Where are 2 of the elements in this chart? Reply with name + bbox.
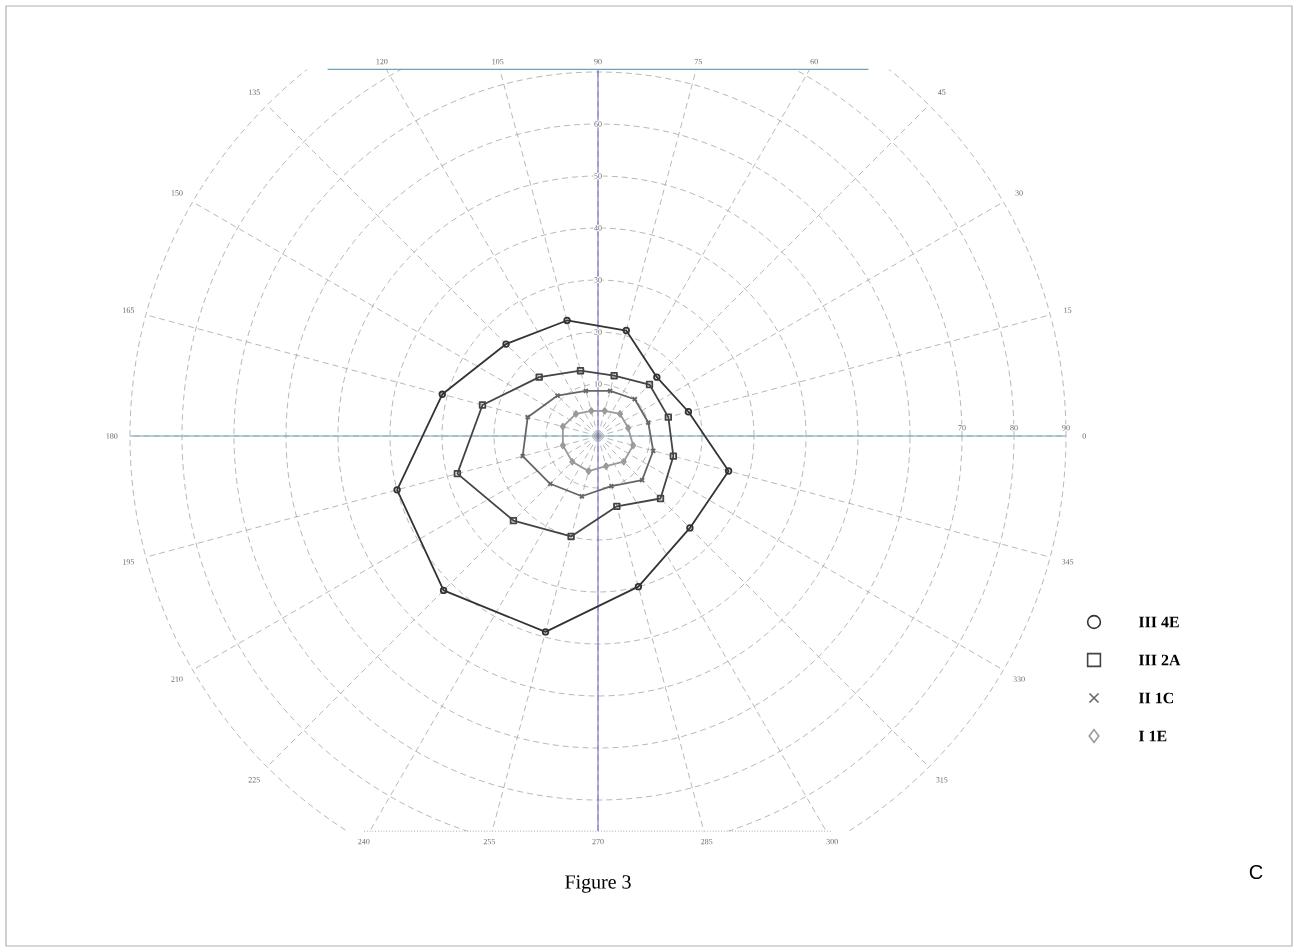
text: C (1249, 864, 1263, 880)
caption: Figure 3 (565, 875, 631, 893)
